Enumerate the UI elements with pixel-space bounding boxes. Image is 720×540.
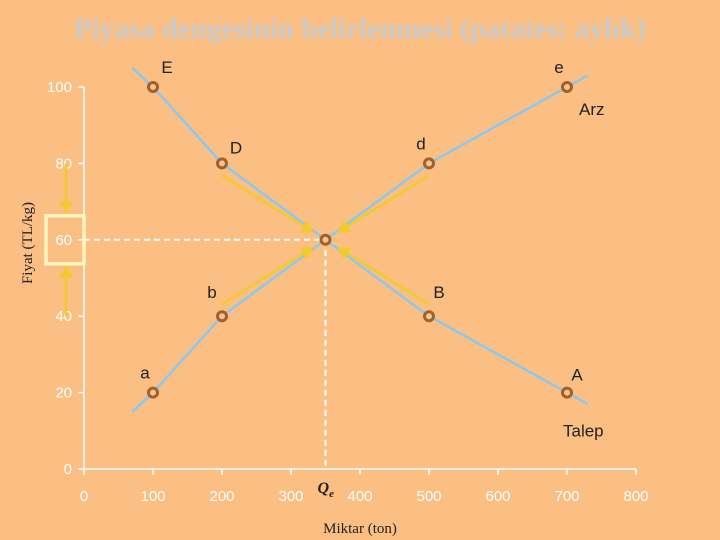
chart-title: Piyasa dengesinin belirlenmesi (patates:… (74, 13, 646, 45)
x-tick-label: 500 (416, 488, 441, 505)
arrow-d-to-equilibrium (337, 174, 430, 233)
point-label: b (207, 283, 216, 302)
points: E D B Aa b d e (140, 58, 583, 399)
point-label: E (161, 58, 172, 77)
axes (78, 86, 637, 475)
x-tick-label: 200 (209, 488, 234, 505)
equilibrium-quantity-label: Qe (318, 480, 335, 500)
point-label: B (433, 283, 444, 302)
x-axis-title: Miktar (ton) (323, 521, 397, 537)
series-label-talep: Talep (563, 422, 604, 441)
point-d: d (416, 134, 435, 170)
point-a: a (140, 364, 159, 399)
series-line-arz (131, 74, 589, 413)
price-falling-arrow (59, 164, 73, 214)
arrow-B-to-equilibrium (337, 247, 430, 306)
curves: Talep Arz (131, 66, 605, 441)
arrow-D-to-equilibrium (221, 174, 314, 233)
equilibrium-point (319, 233, 332, 246)
series-label-arz: Arz (579, 100, 605, 119)
y-tick-label: 60 (55, 232, 72, 249)
point-B: B (423, 283, 445, 323)
arrow-b-to-equilibrium (221, 247, 314, 306)
x-tick-label: 700 (554, 488, 579, 505)
point-A: A (561, 366, 583, 399)
equilibrium-guides: Qe (44, 214, 335, 500)
equilibrium-price-highlight (44, 214, 86, 266)
point-D: D (216, 138, 242, 170)
point-label: D (230, 138, 242, 157)
x-tick-label: 100 (140, 488, 165, 505)
x-tick-label: 0 (80, 488, 88, 505)
adjustment-arrows (59, 164, 430, 316)
point-E: E (147, 58, 173, 93)
point-label: e (554, 58, 563, 77)
y-tick-label: 80 (55, 155, 72, 172)
point-b: b (207, 283, 228, 323)
y-tick-label: 20 (55, 385, 72, 402)
x-tick-label: 300 (278, 488, 303, 505)
point-label: A (571, 366, 583, 385)
x-tick-label: 400 (347, 488, 372, 505)
y-tick-label: 100 (47, 79, 72, 96)
y-tick-label: 40 (55, 308, 72, 325)
series-line-talep (131, 66, 589, 406)
x-tick-label: 800 (623, 488, 648, 505)
x-tick-label: 600 (485, 488, 510, 505)
point-label: a (140, 364, 150, 383)
y-tick-label: 0 (64, 461, 72, 478)
price-rising-arrow (59, 265, 73, 316)
tick-labels: 0 20 40 60 80 100 0 100 200 300 400 500 600 700 800 (47, 79, 649, 505)
point-label: d (416, 134, 425, 153)
y-axis-title: Fiyat (TL/kg) (20, 202, 36, 284)
point-e: e (554, 58, 573, 93)
